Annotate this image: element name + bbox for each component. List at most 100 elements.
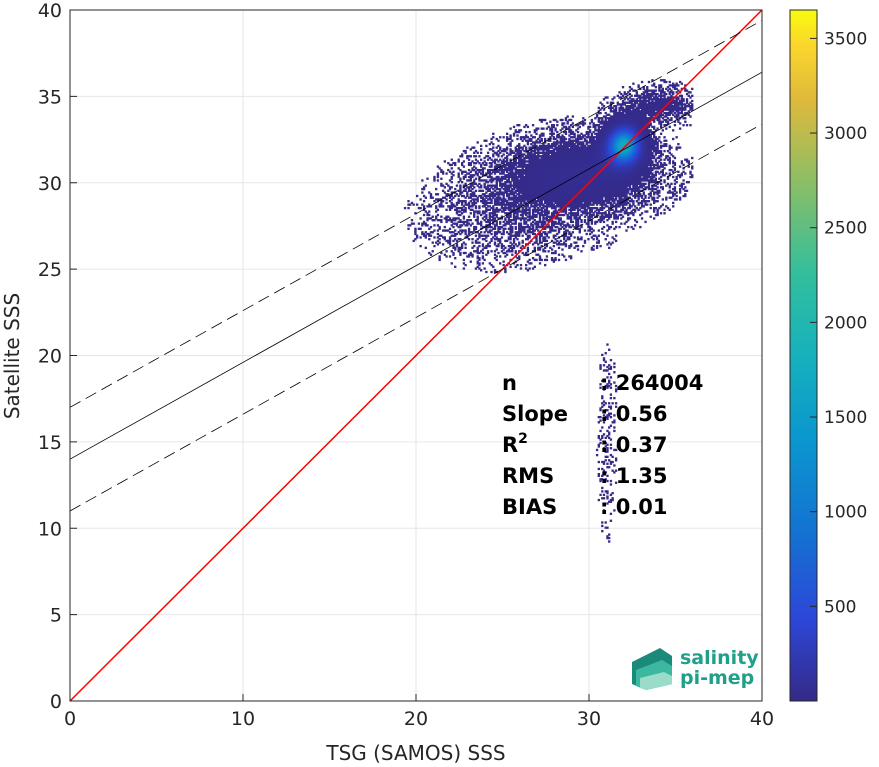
density-cell xyxy=(587,189,590,192)
density-cell xyxy=(500,184,504,187)
density-cell xyxy=(590,236,594,239)
density-cell xyxy=(512,217,516,220)
density-cell xyxy=(542,179,545,182)
density-cell xyxy=(524,217,528,220)
density-cell xyxy=(592,151,595,154)
density-cell xyxy=(547,198,550,201)
density-cell xyxy=(604,212,607,215)
density-cell xyxy=(621,191,625,194)
density-cell xyxy=(602,184,606,187)
density-cell xyxy=(576,177,580,180)
density-cell xyxy=(495,187,498,191)
density-cell xyxy=(473,198,476,201)
density-cell xyxy=(583,198,587,201)
density-cell xyxy=(524,168,528,172)
density-cell xyxy=(550,125,554,129)
density-cell xyxy=(519,146,523,149)
density-cell xyxy=(540,151,543,154)
density-cell xyxy=(526,177,530,180)
density-cell xyxy=(549,182,552,186)
density-cell xyxy=(601,149,604,153)
density-cell xyxy=(601,524,604,528)
density-cell xyxy=(518,196,521,199)
density-cell xyxy=(538,200,542,203)
density-cell xyxy=(589,168,592,172)
density-cell xyxy=(523,187,526,191)
density-cell xyxy=(544,217,547,220)
density-cell xyxy=(561,200,564,203)
density-cell xyxy=(512,244,516,248)
density-cell xyxy=(531,200,535,203)
density-cell xyxy=(502,158,505,161)
density-cell xyxy=(556,181,559,184)
density-cell xyxy=(613,111,616,115)
density-cell xyxy=(602,217,606,220)
density-cell xyxy=(564,168,568,172)
density-cell xyxy=(545,186,549,189)
density-cell xyxy=(599,219,602,222)
density-cell xyxy=(575,167,578,170)
density-cell xyxy=(585,181,588,184)
density-cell xyxy=(618,103,621,106)
density-cell xyxy=(606,383,609,386)
density-cell xyxy=(601,460,604,464)
density-cell xyxy=(552,193,555,196)
density-cell xyxy=(569,129,573,132)
density-cell xyxy=(563,182,566,186)
density-cell xyxy=(447,168,450,172)
density-cell xyxy=(502,231,505,234)
density-cell xyxy=(552,196,555,199)
density-cell xyxy=(550,124,554,127)
density-cell xyxy=(589,232,592,236)
density-cell xyxy=(606,455,609,459)
density-cell xyxy=(516,200,519,203)
density-cell xyxy=(569,257,573,260)
density-cell xyxy=(535,238,538,241)
density-cell xyxy=(613,113,616,116)
density-cell xyxy=(601,194,604,198)
density-cell xyxy=(528,170,531,173)
density-cell xyxy=(473,182,476,186)
density-cell xyxy=(448,208,452,211)
density-cell xyxy=(485,215,488,218)
density-cell xyxy=(559,219,562,222)
density-cell xyxy=(582,144,585,148)
density-cell xyxy=(563,162,566,165)
density-cell xyxy=(590,144,594,148)
density-cell xyxy=(509,198,512,201)
density-cell xyxy=(450,206,453,210)
density-cell xyxy=(488,172,491,175)
density-cell xyxy=(528,258,531,262)
density-cell xyxy=(585,208,588,211)
density-cell xyxy=(564,130,568,134)
density-cell xyxy=(480,189,483,192)
density-cell xyxy=(609,203,613,206)
density-cell xyxy=(457,220,460,224)
density-cell xyxy=(507,219,511,222)
density-cell xyxy=(609,172,613,175)
density-cell xyxy=(474,241,478,244)
density-cell xyxy=(609,132,613,135)
density-cell xyxy=(540,187,543,191)
density-cell xyxy=(516,182,519,186)
density-cell xyxy=(601,215,604,218)
density-cell xyxy=(540,158,543,161)
density-cell xyxy=(597,201,600,205)
density-cell xyxy=(597,472,600,476)
density-cell xyxy=(540,244,543,248)
density-cell xyxy=(483,231,486,234)
density-cell xyxy=(597,149,600,153)
density-cell xyxy=(523,175,526,179)
density-cell xyxy=(550,220,554,224)
density-cell xyxy=(478,236,481,239)
density-cell xyxy=(595,215,599,218)
density-cell xyxy=(497,163,500,167)
density-cell xyxy=(594,210,597,213)
density-cell xyxy=(589,151,592,154)
density-cell xyxy=(545,160,549,163)
density-cell xyxy=(511,177,514,180)
density-cell xyxy=(549,172,552,175)
density-cell xyxy=(530,168,533,172)
density-cell xyxy=(480,213,483,217)
density-cell xyxy=(497,208,500,211)
